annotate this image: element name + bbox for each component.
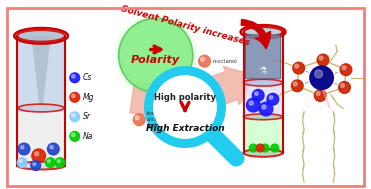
Circle shape	[19, 160, 22, 163]
Circle shape	[269, 96, 273, 99]
Circle shape	[261, 144, 269, 152]
FancyArrowPatch shape	[241, 20, 270, 49]
Circle shape	[47, 160, 50, 163]
Circle shape	[31, 161, 40, 170]
Bar	[243, 33, 283, 83]
Circle shape	[339, 82, 350, 93]
Circle shape	[18, 143, 30, 155]
Ellipse shape	[17, 162, 65, 170]
Circle shape	[252, 89, 264, 101]
Circle shape	[342, 66, 346, 70]
Ellipse shape	[243, 27, 283, 37]
Circle shape	[72, 74, 75, 78]
Circle shape	[167, 84, 170, 88]
Circle shape	[291, 80, 303, 92]
Ellipse shape	[243, 79, 283, 86]
Circle shape	[70, 112, 80, 122]
Circle shape	[199, 55, 210, 67]
FancyBboxPatch shape	[246, 35, 280, 79]
Ellipse shape	[113, 12, 199, 98]
FancyBboxPatch shape	[17, 38, 65, 112]
Circle shape	[267, 93, 279, 105]
Circle shape	[319, 56, 323, 60]
Text: High Extraction: High Extraction	[146, 124, 224, 133]
Circle shape	[70, 73, 80, 83]
Circle shape	[72, 114, 75, 117]
Polygon shape	[31, 36, 51, 104]
Circle shape	[201, 57, 204, 61]
Text: Polarity: Polarity	[131, 55, 180, 65]
Text: n-octanol: n-octanol	[212, 59, 237, 64]
Circle shape	[314, 90, 326, 101]
Bar	[243, 83, 283, 117]
Circle shape	[293, 82, 297, 86]
Circle shape	[35, 152, 39, 156]
Text: Na: Na	[83, 132, 93, 141]
Circle shape	[55, 158, 65, 167]
Circle shape	[144, 66, 226, 148]
Circle shape	[340, 64, 352, 76]
Text: Sr: Sr	[83, 112, 91, 121]
Circle shape	[32, 149, 46, 163]
Circle shape	[46, 158, 55, 167]
FancyBboxPatch shape	[17, 112, 65, 166]
Circle shape	[20, 146, 24, 149]
Text: Iso-decyl
alcohol +
dodecane: Iso-decyl alcohol + dodecane	[147, 111, 173, 129]
Circle shape	[57, 160, 60, 163]
Circle shape	[295, 64, 299, 68]
Circle shape	[262, 105, 266, 109]
Circle shape	[255, 92, 258, 95]
Circle shape	[33, 163, 36, 166]
Circle shape	[317, 54, 329, 66]
Circle shape	[249, 144, 257, 152]
Circle shape	[70, 92, 80, 102]
Text: High polarity: High polarity	[154, 93, 216, 102]
Circle shape	[135, 116, 139, 120]
Circle shape	[154, 76, 216, 138]
Circle shape	[164, 82, 176, 93]
Circle shape	[72, 94, 75, 98]
Circle shape	[50, 146, 53, 149]
Text: Iso-decyl
alcohol: Iso-decyl alcohol	[178, 82, 202, 93]
Ellipse shape	[119, 18, 193, 92]
Circle shape	[133, 114, 145, 125]
Circle shape	[249, 101, 253, 105]
Circle shape	[259, 102, 273, 116]
FancyArrowPatch shape	[130, 66, 254, 115]
Circle shape	[17, 158, 27, 167]
Circle shape	[256, 144, 264, 152]
Circle shape	[70, 131, 80, 141]
Ellipse shape	[18, 104, 64, 112]
Text: Solvent Polarity increases: Solvent Polarity increases	[120, 5, 250, 48]
Circle shape	[72, 133, 75, 137]
Ellipse shape	[243, 114, 283, 120]
Text: ⚗: ⚗	[259, 66, 267, 76]
Text: Mg: Mg	[83, 93, 94, 102]
Circle shape	[271, 144, 279, 152]
Ellipse shape	[243, 149, 283, 157]
Circle shape	[341, 84, 345, 88]
Circle shape	[246, 98, 260, 112]
Text: Cs: Cs	[83, 73, 92, 82]
Circle shape	[310, 66, 333, 89]
Circle shape	[316, 92, 320, 95]
Ellipse shape	[17, 30, 65, 42]
Bar	[243, 117, 283, 153]
Circle shape	[293, 62, 305, 74]
Circle shape	[47, 143, 59, 155]
Circle shape	[315, 70, 322, 78]
Ellipse shape	[116, 15, 196, 95]
